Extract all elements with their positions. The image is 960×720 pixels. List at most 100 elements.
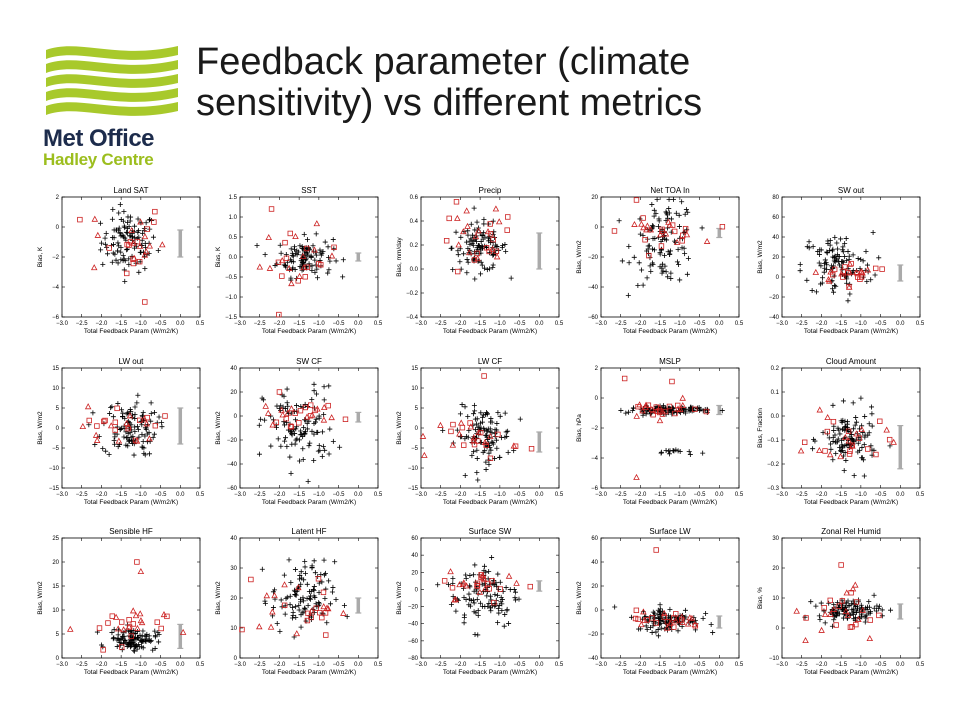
triangle-marker bbox=[648, 405, 656, 413]
plus-marker bbox=[321, 397, 327, 403]
square-marker bbox=[124, 241, 130, 248]
plus-marker bbox=[292, 567, 298, 573]
plus-marker bbox=[115, 260, 121, 266]
plus-marker bbox=[651, 207, 657, 213]
plus-marker bbox=[115, 635, 121, 641]
plus-marker bbox=[122, 258, 128, 264]
square-marker bbox=[313, 605, 319, 611]
y-tick-label: −10 bbox=[408, 466, 419, 472]
square-marker bbox=[158, 625, 164, 632]
plus-marker bbox=[296, 603, 302, 609]
plus-marker bbox=[668, 229, 674, 235]
square-marker bbox=[448, 428, 454, 435]
plus-marker bbox=[619, 258, 625, 264]
plus-marker bbox=[306, 443, 312, 449]
plus-marker bbox=[140, 438, 146, 444]
x-axis-label: Total Feedback Param (W/m2/K) bbox=[623, 328, 717, 335]
plus-marker bbox=[287, 593, 293, 599]
y-tick-label: −2 bbox=[52, 255, 60, 261]
triangle-marker bbox=[107, 422, 115, 429]
square-marker bbox=[854, 270, 860, 277]
plus-marker bbox=[683, 207, 689, 213]
y-tick-label: 0.4 bbox=[410, 219, 419, 225]
triangle-marker bbox=[662, 230, 670, 237]
plus-marker bbox=[830, 286, 836, 292]
plus-marker bbox=[647, 263, 653, 269]
plus-marker bbox=[140, 628, 146, 634]
triangle-marker bbox=[684, 620, 692, 627]
x-tick-label: −3.0 bbox=[234, 662, 247, 668]
y-tick-label: 0.5 bbox=[229, 235, 238, 241]
plus-marker bbox=[855, 440, 861, 446]
plus-marker bbox=[313, 419, 319, 425]
square-marker bbox=[659, 411, 666, 417]
plus-marker bbox=[474, 416, 480, 422]
square-marker bbox=[475, 438, 481, 444]
plus-marker bbox=[797, 261, 803, 267]
plus-marker bbox=[850, 610, 856, 616]
triangle-marker bbox=[137, 567, 145, 574]
plus-marker bbox=[311, 381, 317, 387]
plus-marker bbox=[121, 209, 127, 215]
plus-marker bbox=[866, 599, 872, 605]
plus-marker bbox=[840, 398, 846, 404]
plus-marker bbox=[298, 581, 304, 587]
y-axis-label: Bias, K bbox=[37, 246, 44, 267]
plus-marker bbox=[862, 619, 868, 625]
plus-marker bbox=[292, 588, 298, 594]
triangle-marker bbox=[146, 242, 154, 249]
square-marker bbox=[319, 614, 325, 621]
x-tick-label: −2.0 bbox=[95, 492, 108, 498]
triangle-marker bbox=[493, 253, 501, 260]
plus-marker bbox=[293, 592, 299, 598]
plus-marker bbox=[868, 277, 874, 283]
triangle-marker bbox=[449, 441, 457, 448]
plus-marker bbox=[121, 434, 127, 440]
plus-marker bbox=[110, 414, 116, 420]
plus-marker bbox=[281, 262, 287, 268]
plus-marker bbox=[136, 434, 142, 440]
square-marker bbox=[312, 407, 318, 414]
plus-marker bbox=[505, 449, 511, 455]
y-tick-label: 1.0 bbox=[229, 215, 238, 221]
plus-marker bbox=[675, 246, 681, 252]
plus-marker bbox=[142, 266, 148, 272]
y-tick-label: 10 bbox=[411, 386, 418, 392]
triangle-marker bbox=[320, 603, 327, 610]
triangle-marker bbox=[460, 228, 467, 235]
plus-marker bbox=[289, 615, 295, 621]
plus-marker bbox=[833, 283, 839, 289]
plus-marker bbox=[660, 403, 666, 409]
plus-marker bbox=[869, 423, 875, 429]
plus-marker bbox=[300, 446, 306, 452]
plus-marker bbox=[132, 429, 138, 435]
plus-marker bbox=[109, 259, 115, 265]
plus-marker bbox=[311, 457, 317, 463]
panel-title: LW out bbox=[119, 357, 145, 366]
plus-marker bbox=[495, 605, 501, 611]
plus-marker bbox=[109, 630, 115, 636]
scatter-panel-lw-cf: LW CF −3.0 −2.5 −2.0 −1.5 −1.0 −0.5 0.0 0.5 Total… bbox=[396, 357, 564, 506]
triangle-marker bbox=[853, 430, 860, 437]
plus-marker bbox=[297, 243, 303, 249]
plus-marker bbox=[300, 434, 306, 440]
plus-marker bbox=[293, 250, 299, 256]
plus-marker bbox=[470, 597, 476, 603]
plus-marker bbox=[472, 276, 478, 282]
plus-marker bbox=[661, 252, 667, 258]
y-axis-label: Bias, W/m2 bbox=[215, 411, 222, 445]
plus-marker bbox=[471, 572, 477, 578]
plus-marker bbox=[141, 227, 147, 233]
plus-marker bbox=[837, 445, 843, 451]
plus-marker bbox=[132, 415, 138, 421]
plot-frame bbox=[239, 367, 379, 489]
square-marker bbox=[304, 617, 311, 624]
triangle-marker bbox=[141, 251, 149, 258]
plus-marker bbox=[133, 243, 139, 249]
plus-marker bbox=[846, 603, 852, 609]
plus-marker bbox=[864, 262, 870, 268]
y-tick-label: −2 bbox=[591, 426, 599, 432]
plus-marker bbox=[484, 267, 490, 273]
plus-marker bbox=[461, 620, 467, 626]
plus-marker bbox=[129, 640, 135, 646]
